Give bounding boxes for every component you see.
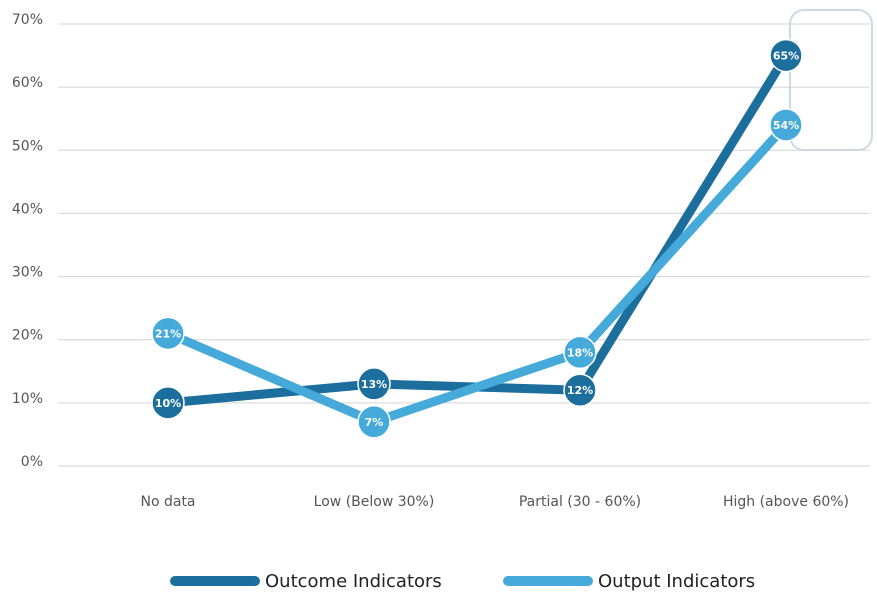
point-label: 65% [773,50,799,63]
y-tick-label: 70% [12,12,43,28]
y-tick-label: 30% [12,265,43,281]
y-tick-label: 20% [12,328,43,344]
legend-label: Outcome Indicators [265,571,442,592]
point-label: 7% [365,416,384,429]
x-tick-label: Partial (30 - 60%) [519,494,641,510]
point [769,38,803,73]
x-tick-label: No data [140,494,195,510]
y-tick-label: 60% [12,75,43,91]
y-tick-label: 40% [12,201,43,217]
point [357,405,391,439]
y-tick-label: 50% [12,138,43,154]
point [563,335,597,370]
point-label: 10% [155,397,181,410]
y-tick-label: 10% [12,391,43,407]
point [151,386,185,420]
point-label: 12% [567,384,593,397]
x-tick-label: Low (Below 30%) [314,494,435,510]
point-label: 13% [361,378,387,391]
point-label: 54% [773,119,799,132]
legend-label: Output Indicators [598,571,755,592]
point-label: 18% [567,346,593,359]
series-line [166,122,790,427]
point [151,316,185,351]
point-label: 21% [155,327,181,340]
point [357,367,391,401]
y-tick-label: 0% [21,454,43,470]
x-tick-label: High (above 60%) [723,494,849,510]
point [769,108,803,142]
point [563,373,597,407]
highlight-box [789,9,873,151]
